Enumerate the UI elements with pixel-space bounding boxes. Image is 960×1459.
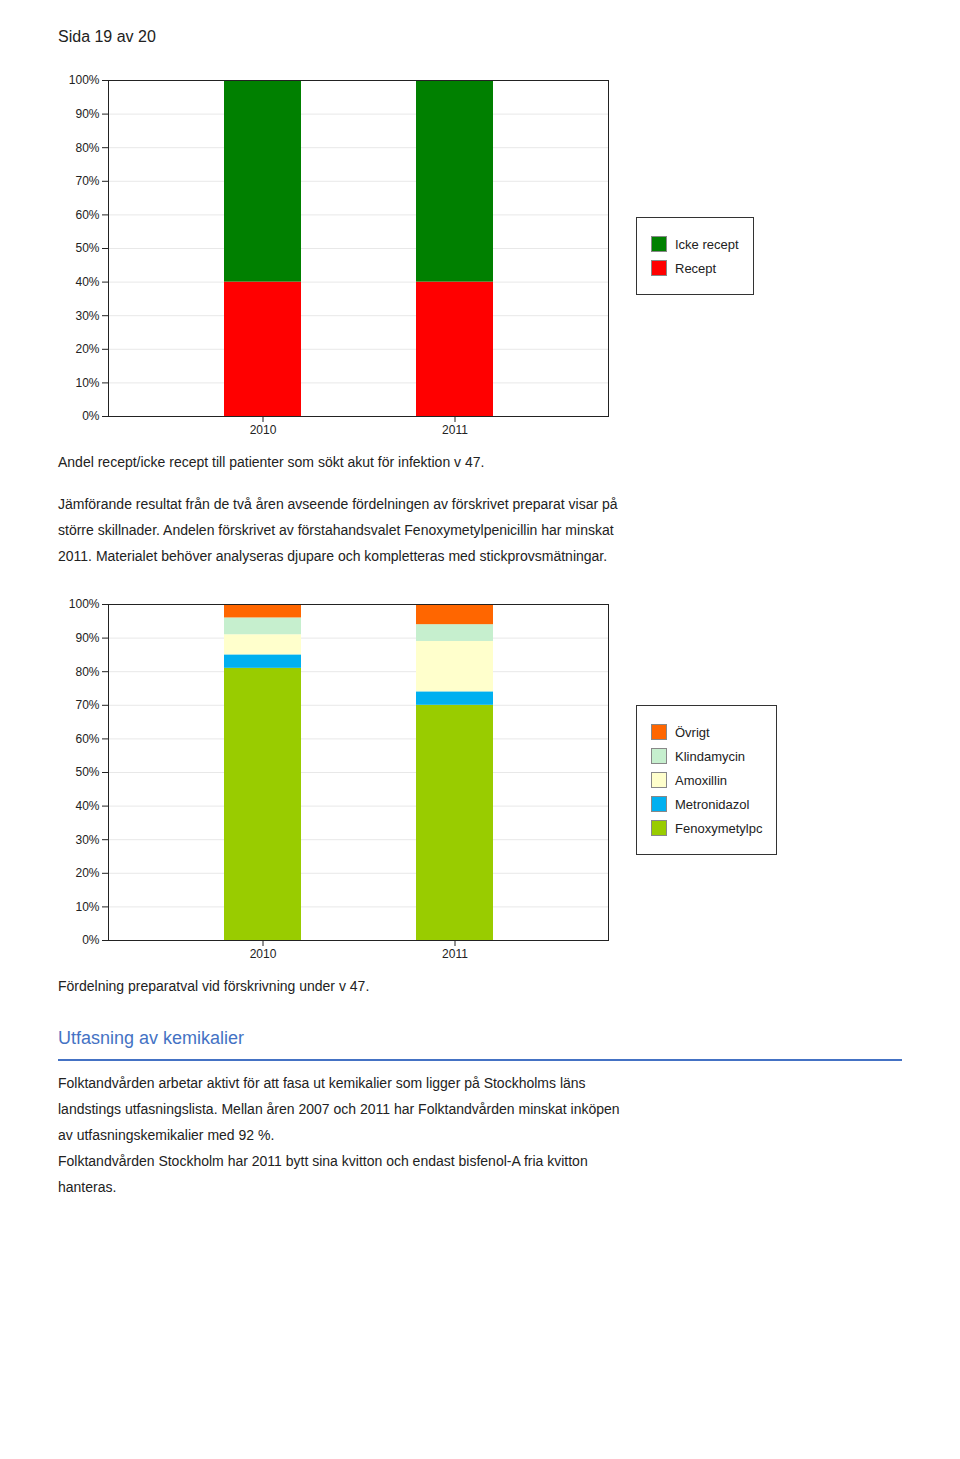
svg-text:2011: 2011 bbox=[442, 947, 468, 961]
html-text:Fenoxymetylpc: Fenoxymetylpc bbox=[675, 820, 763, 836]
svg-text:2010: 2010 bbox=[250, 947, 277, 961]
html-text:Sida 19 av 20: Sida 19 av 20 bbox=[58, 28, 156, 45]
html-text:Andel recept/icke recept till: Andel recept/icke recept till patienter … bbox=[58, 454, 485, 470]
svg-text:40%: 40% bbox=[75, 275, 99, 289]
svg-text:40%: 40% bbox=[75, 799, 99, 813]
svg-text:30%: 30% bbox=[75, 833, 99, 847]
html-text:hanteras.: hanteras. bbox=[58, 1179, 117, 1195]
html-text:Klindamycin: Klindamycin bbox=[675, 748, 746, 764]
svg-text:60%: 60% bbox=[75, 208, 99, 222]
html-text:Recept: Recept bbox=[675, 260, 717, 276]
svg-text:60%: 60% bbox=[75, 732, 99, 746]
svg-text:90%: 90% bbox=[75, 631, 99, 645]
svg-text:70%: 70% bbox=[75, 174, 99, 188]
svg-text:50%: 50% bbox=[75, 241, 99, 255]
svg-text:100%: 100% bbox=[69, 73, 100, 87]
svg-text:2011: 2011 bbox=[442, 423, 468, 437]
html-text:Folktandvården arbetar aktivt: Folktandvården arbetar aktivt för att fa… bbox=[58, 1075, 586, 1091]
html-text:Fördelning preparatval vid för: Fördelning preparatval vid förskrivning … bbox=[58, 978, 370, 994]
svg-text:2010: 2010 bbox=[250, 423, 277, 437]
svg-text:80%: 80% bbox=[75, 141, 99, 155]
html-text:av utfasningskemikalier med 92: av utfasningskemikalier med 92 %. bbox=[58, 1127, 275, 1143]
svg-text:80%: 80% bbox=[75, 665, 99, 679]
svg-text:20%: 20% bbox=[75, 342, 99, 356]
svg-text:0%: 0% bbox=[82, 933, 100, 947]
html-text:landstings utfasningslista. Me: landstings utfasningslista. Mellan åren … bbox=[58, 1101, 620, 1117]
svg-text:100%: 100% bbox=[69, 597, 100, 611]
svg-text:90%: 90% bbox=[75, 107, 99, 121]
html-text:Amoxillin: Amoxillin bbox=[675, 772, 727, 788]
html-text:Jämförande resultat från de tv: Jämförande resultat från de två åren avs… bbox=[58, 496, 618, 512]
svg-text:70%: 70% bbox=[75, 698, 99, 712]
html-text:Övrigt: Övrigt bbox=[675, 724, 710, 740]
html-text:Icke recept: Icke recept bbox=[675, 236, 739, 252]
html-text:större skillnader. Andelen för: större skillnader. Andelen förskrivet av… bbox=[58, 522, 614, 538]
html-text:Metronidazol: Metronidazol bbox=[675, 796, 750, 812]
svg-text:30%: 30% bbox=[75, 309, 99, 323]
html-text:Folktandvården Stockholm har 2: Folktandvården Stockholm har 2011 bytt s… bbox=[58, 1153, 588, 1169]
svg-text:20%: 20% bbox=[75, 866, 99, 880]
svg-text:10%: 10% bbox=[75, 376, 99, 390]
svg-text:10%: 10% bbox=[75, 900, 99, 914]
html-text:2011. Materialet behöver analy: 2011. Materialet behöver analyseras djup… bbox=[58, 548, 608, 564]
html-text:Utfasning av kemikalier: Utfasning av kemikalier bbox=[58, 1028, 245, 1048]
svg-text:0%: 0% bbox=[82, 409, 100, 423]
svg-text:50%: 50% bbox=[75, 765, 99, 779]
